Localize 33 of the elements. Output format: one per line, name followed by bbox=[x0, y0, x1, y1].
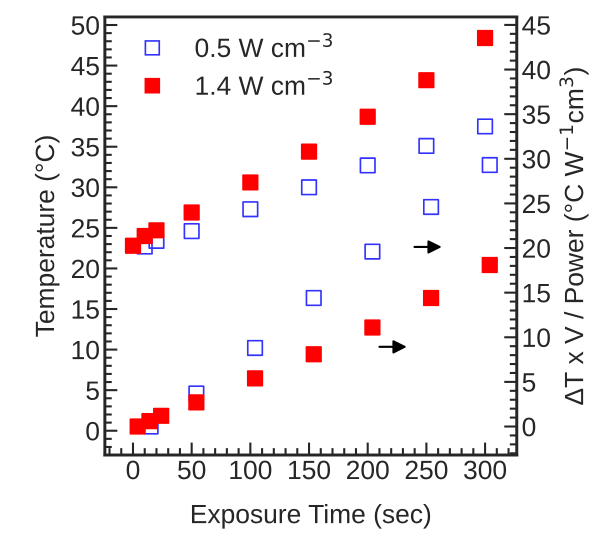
x-tick-label: 100 bbox=[230, 460, 272, 480]
y-tick-label: 10 bbox=[72, 340, 99, 360]
y2-tick-label: 35 bbox=[522, 105, 550, 124]
y-tick-label: 35 bbox=[72, 138, 99, 157]
y2-tick-label: 30 bbox=[522, 150, 550, 169]
y-tick-label: 0 bbox=[86, 422, 99, 441]
y-tick-label: 30 bbox=[72, 178, 99, 198]
x-tick-label: 150 bbox=[289, 460, 330, 480]
y2-tick-label: 40 bbox=[522, 60, 550, 80]
y2-tick-label: 20 bbox=[522, 239, 550, 258]
y-tick-label: 15 bbox=[72, 300, 99, 319]
legend-label: 0.5 W cm$^{−3}$ bbox=[196, 33, 332, 58]
y2-tick-label: 15 bbox=[524, 284, 550, 302]
y-tick-label: 50 bbox=[72, 16, 99, 35]
x-tick-label: 200 bbox=[347, 460, 389, 480]
y-tick-label: 20 bbox=[72, 260, 99, 278]
y-tick-label: 5 bbox=[86, 382, 99, 400]
y2-tick-label: 10 bbox=[524, 328, 550, 348]
y2-tick-label: 5 bbox=[522, 373, 536, 392]
y-tick-label: 25 bbox=[72, 219, 99, 238]
y2-axis-title: ΔT x V / Power (°C W$^{−1}$cm$^{3}$) bbox=[559, 68, 589, 405]
x-axis-title: Exposure Time (sec) bbox=[192, 504, 430, 529]
x-tick-label: 0 bbox=[126, 460, 140, 480]
x-tick-label: 50 bbox=[178, 460, 206, 480]
legend-label: 1.4 W cm$^{−3}$ bbox=[196, 70, 332, 95]
y-tick-label: 45 bbox=[71, 56, 99, 76]
y2-tick-label: 0 bbox=[522, 418, 536, 436]
x-tick-label: 250 bbox=[406, 460, 448, 480]
x-tick-label: 300 bbox=[464, 460, 506, 480]
y-tick-label: 40 bbox=[71, 97, 99, 116]
y2-tick-label: 25 bbox=[522, 194, 550, 214]
y2-tick-label: 45 bbox=[522, 16, 550, 35]
y-axis-title: Temperature (°C) bbox=[34, 136, 60, 337]
